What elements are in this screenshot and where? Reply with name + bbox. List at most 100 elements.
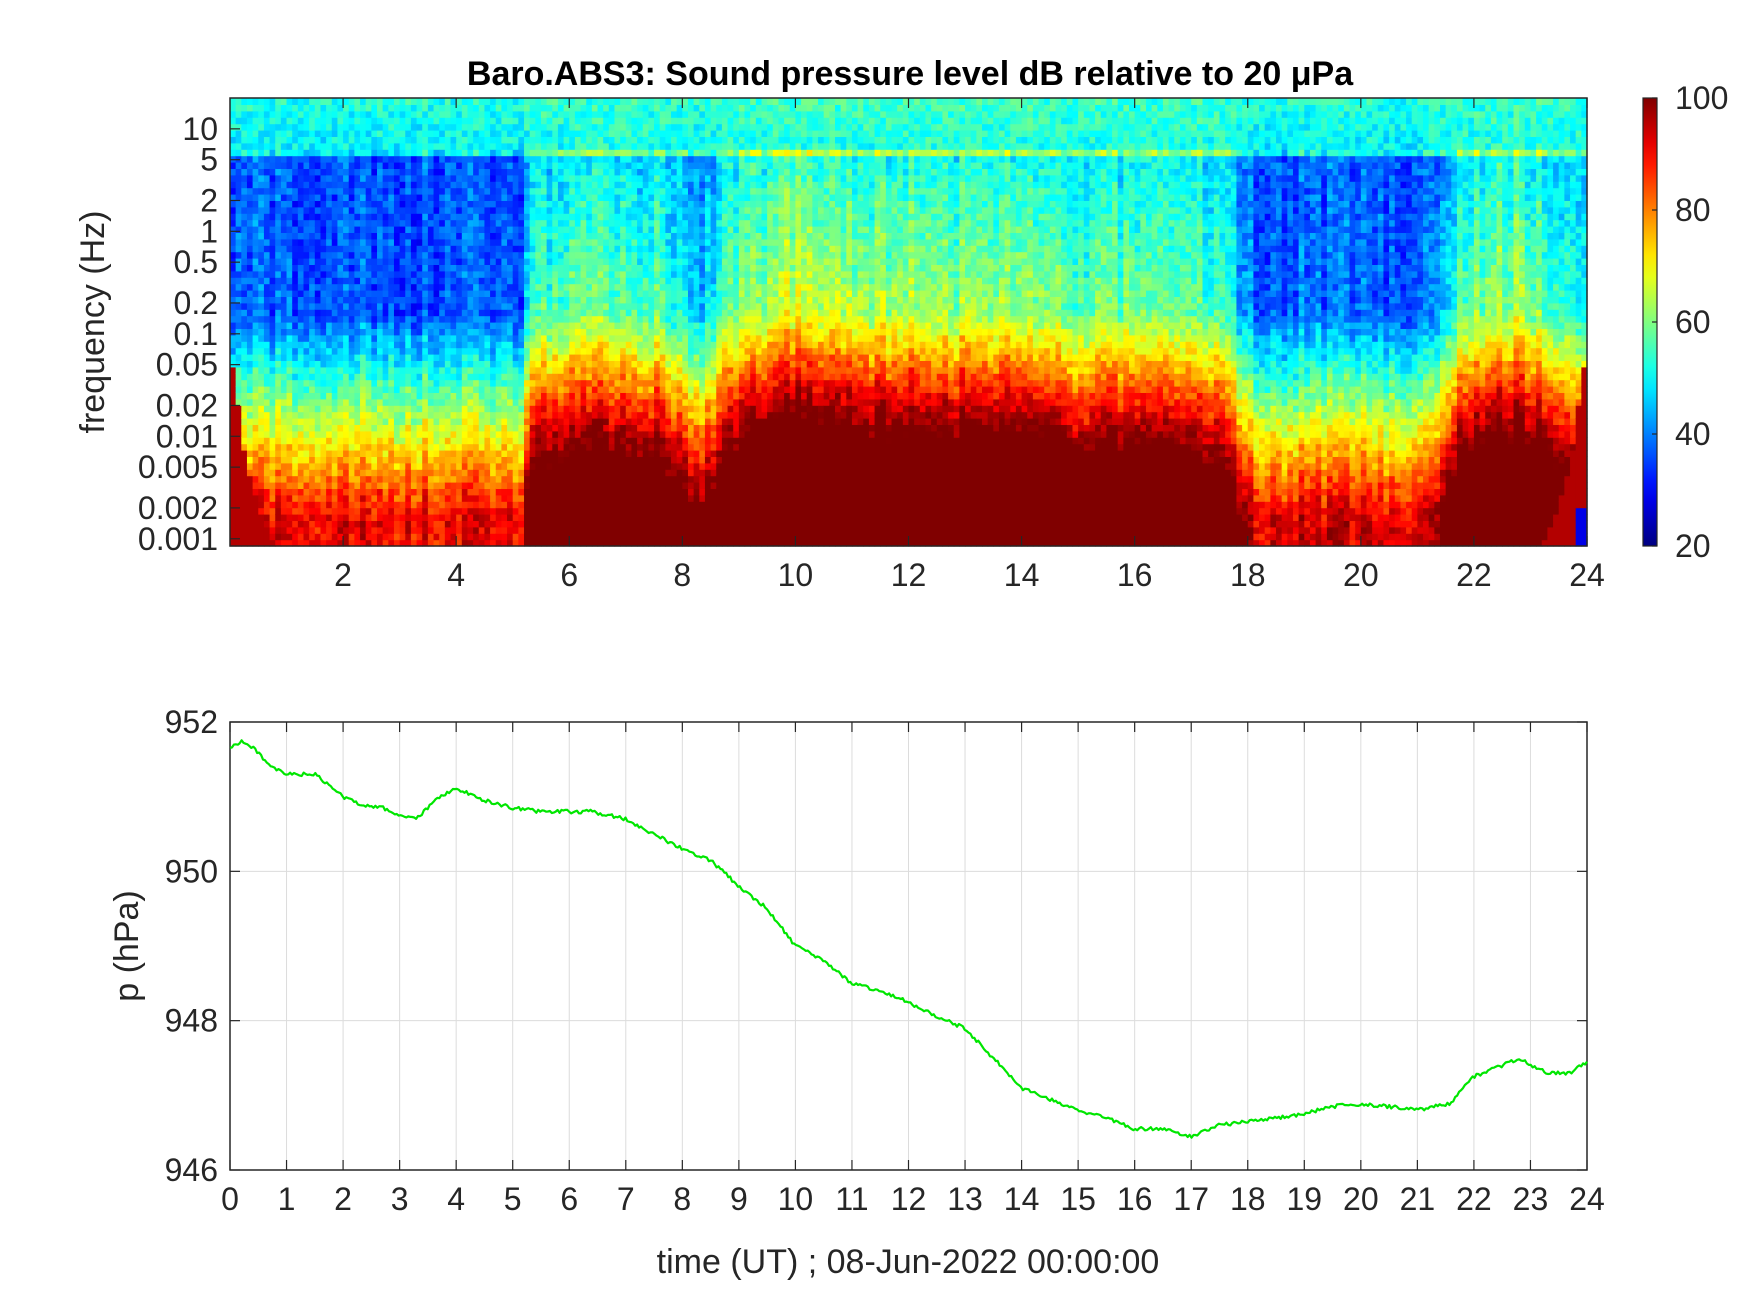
spectrogram-cell bbox=[286, 315, 293, 323]
spectrogram-cell bbox=[393, 187, 401, 195]
spectrogram-cell bbox=[230, 488, 237, 496]
spectrogram-cell bbox=[405, 360, 412, 368]
spectrogram-cell bbox=[461, 270, 469, 278]
spectrogram-cell bbox=[258, 533, 265, 541]
spectrogram-cell bbox=[348, 155, 355, 163]
spectrogram-cell bbox=[427, 98, 435, 105]
spectrogram-cell bbox=[614, 322, 621, 329]
spectrogram-cell bbox=[557, 98, 565, 105]
spectrogram-cell bbox=[478, 328, 486, 336]
spectrogram-cell bbox=[490, 514, 497, 521]
spectrogram-cell bbox=[557, 283, 565, 291]
spectrogram-cell bbox=[524, 296, 531, 304]
spectrogram-cell bbox=[337, 450, 344, 457]
spectrogram-cell bbox=[258, 245, 265, 253]
spectrogram-cell bbox=[557, 424, 565, 432]
spectrogram-cell bbox=[252, 270, 259, 278]
spectrogram-cell bbox=[230, 347, 237, 355]
spectrogram-cell bbox=[603, 302, 610, 310]
spectrogram-cell bbox=[246, 290, 254, 297]
spectrogram-cell bbox=[456, 456, 463, 464]
spectrogram-cell bbox=[314, 494, 322, 502]
spectrogram-cell bbox=[230, 373, 237, 381]
spectrogram-cell bbox=[388, 315, 395, 323]
spectrogram-cell bbox=[258, 98, 265, 105]
spectrogram-cell bbox=[348, 482, 355, 489]
spectrogram-cell bbox=[241, 379, 248, 387]
spectrogram-cell bbox=[512, 360, 519, 368]
spectrogram-cell bbox=[388, 149, 395, 157]
spectrogram-cell bbox=[360, 130, 367, 137]
spectrogram-cell bbox=[252, 123, 259, 131]
spectrogram-cell bbox=[569, 482, 576, 489]
spectrogram-cell bbox=[450, 104, 457, 112]
spectrogram-cell bbox=[230, 482, 237, 489]
spectrogram-cell bbox=[382, 155, 389, 163]
spectrogram-cell bbox=[591, 130, 599, 137]
spectrogram-cell bbox=[292, 136, 299, 144]
spectrogram-cell bbox=[235, 277, 242, 285]
spectrogram-cell bbox=[258, 494, 265, 502]
spectrogram-cell bbox=[303, 366, 310, 374]
spectrogram-cell bbox=[444, 226, 452, 233]
spectrogram-cell bbox=[450, 488, 457, 496]
spectrogram-cell bbox=[450, 251, 457, 259]
spectrogram-cell bbox=[433, 142, 440, 150]
spectrogram-cell bbox=[433, 424, 440, 432]
spectrogram-cell bbox=[563, 251, 570, 259]
spectrogram-cell bbox=[263, 277, 271, 285]
spectrogram-cell bbox=[343, 501, 350, 509]
spectrogram-cell bbox=[569, 354, 576, 361]
spectrogram-cell bbox=[416, 398, 423, 406]
spectrogram-cell bbox=[535, 398, 542, 406]
spectrogram-cell bbox=[365, 443, 372, 451]
spectrogram-cell bbox=[620, 475, 627, 483]
spectrogram-cell bbox=[331, 322, 339, 329]
spectrogram-cell bbox=[331, 475, 339, 483]
spectrogram-cell bbox=[326, 251, 333, 259]
spectrogram-cell bbox=[518, 315, 525, 323]
spectrogram-cell bbox=[574, 232, 582, 240]
spectrogram-cell bbox=[246, 174, 254, 182]
spectrogram-cell bbox=[235, 411, 242, 419]
spectrogram-cell bbox=[252, 379, 259, 387]
spectrogram-cell bbox=[292, 219, 299, 227]
spectrogram-cell bbox=[410, 104, 418, 112]
spectrogram-cell bbox=[614, 424, 621, 432]
spectrogram-cell bbox=[535, 520, 542, 528]
spectrogram-cell bbox=[416, 290, 423, 297]
spectrogram-cell bbox=[444, 379, 452, 387]
spectrogram-cell bbox=[252, 277, 259, 285]
spectrogram-cell bbox=[263, 494, 271, 502]
spectrogram-cell bbox=[269, 450, 276, 457]
spectrogram-cell bbox=[580, 334, 587, 342]
spectrogram-cell bbox=[326, 245, 333, 253]
spectrogram-cell bbox=[320, 437, 327, 445]
spectrogram-cell bbox=[569, 475, 576, 483]
spectrogram-cell bbox=[461, 296, 469, 304]
spectrogram-cell bbox=[580, 136, 587, 144]
spectrogram-cell bbox=[320, 488, 327, 496]
spectrogram-cell bbox=[399, 533, 406, 541]
spectrogram-cell bbox=[546, 482, 553, 489]
spectrogram-cell bbox=[625, 302, 633, 310]
spectrogram-cell bbox=[450, 187, 457, 195]
spectrogram-cell bbox=[314, 123, 322, 131]
spectrogram-cell bbox=[246, 354, 254, 361]
spectrogram-cell bbox=[524, 526, 531, 534]
spectrogram-cell bbox=[569, 213, 576, 221]
spectrogram-cell bbox=[461, 206, 469, 214]
spectrogram-cell bbox=[331, 168, 339, 176]
spectrogram-cell bbox=[416, 258, 423, 265]
spectrogram-cell bbox=[354, 168, 361, 176]
spectrogram-cell bbox=[597, 462, 604, 470]
spectrogram-cell bbox=[439, 219, 446, 227]
spectrogram-cell bbox=[591, 456, 599, 464]
spectrogram-cell bbox=[269, 482, 276, 489]
spectrogram-cell bbox=[252, 232, 259, 240]
spectrogram-cell bbox=[569, 494, 576, 502]
spectrogram-cell bbox=[422, 354, 429, 361]
spectrogram-cell bbox=[552, 219, 559, 227]
spectrogram-cell bbox=[495, 322, 502, 329]
spectrogram-cell bbox=[275, 270, 282, 278]
